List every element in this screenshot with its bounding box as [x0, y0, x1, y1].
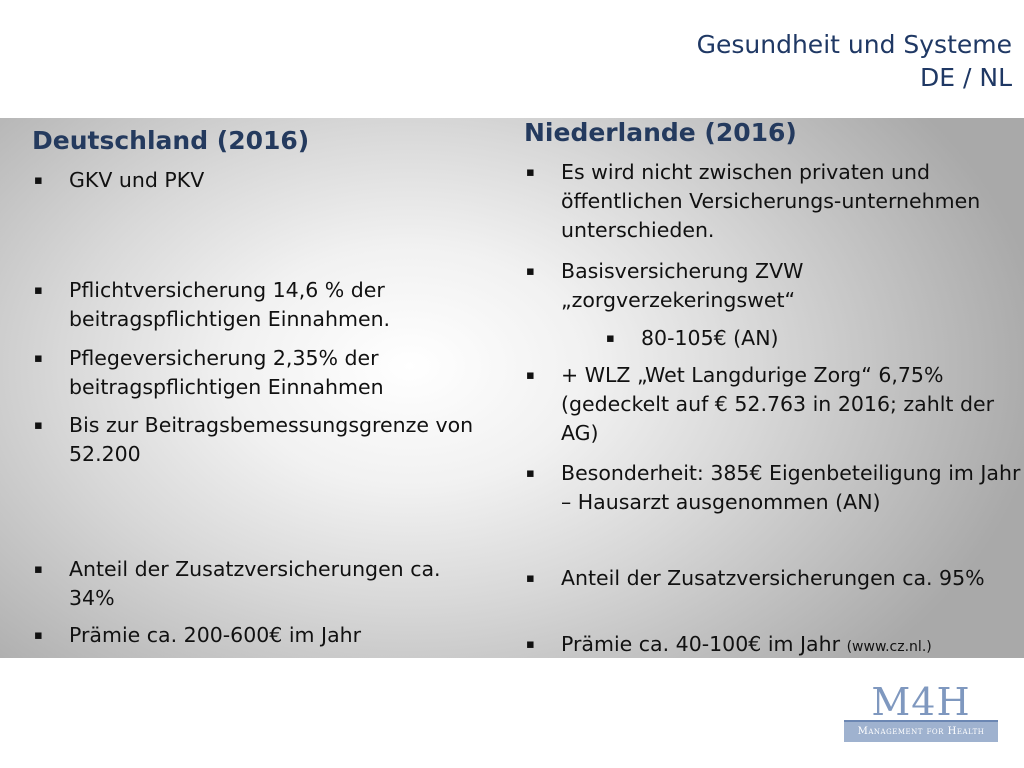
item-text: Pflegeversicherung 2,35% der beitragspfl…: [69, 346, 384, 399]
item-text: Bis zur Beitragsbemessungsgrenze von 52.…: [69, 413, 474, 466]
list-item: ▪ Besonderheit: 385€ Eigenbeteiligung im…: [524, 459, 1021, 517]
slide-title-line-1: Gesundheit und Systeme: [696, 30, 1012, 59]
list-item: ▪ Pflegeversicherung 2,35% der beitragsp…: [32, 344, 492, 402]
bullet-icon: ▪: [526, 637, 535, 652]
bullet-icon: ▪: [526, 466, 535, 481]
bullet-icon: ▪: [34, 418, 43, 433]
logo-mark: M4H: [871, 680, 971, 724]
bullet-icon: ▪: [34, 173, 43, 188]
list-item: ▪ Basisversicherung ZVW „zorgverzekering…: [524, 257, 901, 315]
list-item: ▪ 80-105€ (AN): [604, 324, 1001, 353]
item-text: GKV und PKV: [69, 168, 205, 192]
list-item: ▪ Bis zur Beitragsbemessungsgrenze von 5…: [32, 411, 492, 469]
item-text: Anteil der Zusatzversicherungen ca. 34%: [69, 557, 441, 610]
bullet-icon: ▪: [34, 351, 43, 366]
heading-niederlande: Niederlande (2016): [524, 118, 797, 147]
bullet-icon: ▪: [34, 562, 43, 577]
bullet-icon: ▪: [526, 165, 535, 180]
list-item: ▪ Anteil der Zusatzversicherungen ca. 34…: [32, 555, 492, 613]
item-text: Anteil der Zusatzversicherungen ca. 95%: [561, 566, 985, 590]
item-text: 80-105€ (AN): [641, 326, 779, 350]
slide-title: Gesundheit und Systeme DE / NL: [697, 28, 1012, 94]
slide-title-line-2: DE / NL: [920, 63, 1012, 92]
item-text: Besonderheit: 385€ Eigenbeteiligung im J…: [561, 461, 1021, 514]
bullet-icon: ▪: [526, 368, 535, 383]
item-text: Basisversicherung ZVW „zorgverzekeringsw…: [561, 259, 804, 312]
bullet-icon: ▪: [526, 264, 535, 279]
content-panel: Deutschland (2016) ▪ GKV und PKV ▪ Pflic…: [0, 118, 1024, 658]
list-item: ▪ Prämie ca. 200-600€ im Jahr: [32, 621, 492, 650]
list-item: ▪ Es wird nicht zwischen privaten und öf…: [524, 158, 1014, 245]
item-text: Prämie ca. 40-100€ im Jahr: [561, 632, 841, 656]
item-text: + WLZ „Wet Langdurige Zorg“ 6,75% (gedec…: [561, 363, 995, 445]
item-text: Es wird nicht zwischen privaten und öffe…: [561, 160, 981, 242]
heading-deutschland: Deutschland (2016): [32, 126, 310, 155]
item-text: Prämie ca. 200-600€ im Jahr: [69, 623, 362, 647]
item-text: Pflichtversicherung 14,6 % der beitragsp…: [69, 278, 391, 331]
list-item: ▪ Pflichtversicherung 14,6 % der beitrag…: [32, 276, 492, 334]
bullet-icon: ▪: [606, 331, 615, 346]
logo-tagline: Management for Health: [844, 720, 998, 742]
list-item: ▪ + WLZ „Wet Langdurige Zorg“ 6,75% (ged…: [524, 361, 1024, 448]
list-item: ▪ Anteil der Zusatzversicherungen ca. 95…: [524, 564, 1014, 593]
list-item: ▪ Prämie ca. 40-100€ im Jahr (www.cz.nl.…: [524, 630, 1024, 662]
m4h-logo: M4H Management for Health: [838, 682, 1004, 744]
bullet-icon: ▪: [34, 283, 43, 298]
bullet-icon: ▪: [526, 571, 535, 586]
list-item: ▪ GKV und PKV: [32, 166, 492, 195]
source-link[interactable]: (www.cz.nl.): [846, 639, 932, 655]
bullet-icon: ▪: [34, 628, 43, 643]
